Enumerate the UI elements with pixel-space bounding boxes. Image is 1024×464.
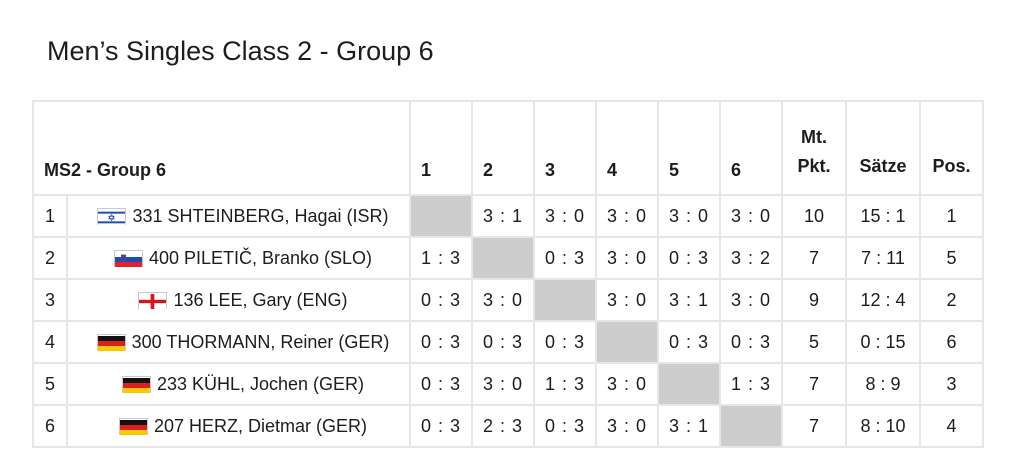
final-position: 4 [919,404,984,448]
match-result: 1 : 3 [533,362,597,406]
flag-ger-icon [96,333,126,351]
match-result: 0 : 3 [471,320,535,364]
self-match-cell [719,404,783,448]
player-cell: 400 PILETIČ, Branko (SLO) [66,236,411,280]
match-points: 7 [781,362,847,406]
group-label: MS2 - Group 6 [32,100,411,196]
row-number: 3 [32,278,68,322]
player-cell: 331 SHTEINBERG, Hagai (ISR) [66,194,411,238]
match-header-4: 4 [595,100,659,196]
match-result: 2 : 3 [471,404,535,448]
points-header-line1: Mt. [801,127,827,147]
match-result: 3 : 0 [595,404,659,448]
match-result: 0 : 3 [409,320,473,364]
player-cell: 300 THORMANN, Reiner (GER) [66,320,411,364]
position-header: Pos. [919,100,984,196]
self-match-cell [409,194,473,238]
match-result: 1 : 3 [719,362,783,406]
sets-score: 8 : 10 [845,404,921,448]
player-cell: 136 LEE, Gary (ENG) [66,278,411,322]
match-result: 3 : 0 [471,278,535,322]
match-result: 3 : 0 [595,194,659,238]
match-result: 0 : 3 [409,278,473,322]
sets-score: 12 : 4 [845,278,921,322]
self-match-cell [657,362,721,406]
points-header-line2: Pkt. [797,156,831,176]
match-header-6: 6 [719,100,783,196]
flag-slo-icon [113,249,143,267]
self-match-cell [533,278,597,322]
page-title: Men’s Singles Class 2 - Group 6 [47,36,434,66]
match-header-1: 1 [409,100,473,196]
sets-score: 7 : 11 [845,236,921,280]
match-result: 1 : 3 [409,236,473,280]
row-number: 5 [32,362,68,406]
flag-eng-icon [138,291,168,309]
sets-score: 0 : 15 [845,320,921,364]
final-position: 3 [919,362,984,406]
match-result: 3 : 0 [471,362,535,406]
match-result: 3 : 0 [533,194,597,238]
match-result: 0 : 3 [657,236,721,280]
sets-score: 15 : 1 [845,194,921,238]
match-result: 3 : 1 [471,194,535,238]
match-header-3: 3 [533,100,597,196]
match-result: 3 : 0 [657,194,721,238]
player-name: 207 HERZ, Dietmar (GER) [153,415,368,436]
player-name: 331 SHTEINBERG, Hagai (ISR) [132,205,389,226]
match-result: 3 : 0 [595,236,659,280]
match-result: 0 : 3 [657,320,721,364]
player-cell: 207 HERZ, Dietmar (GER) [66,404,411,448]
final-position: 5 [919,236,984,280]
flag-isr-icon [97,207,127,225]
row-number: 4 [32,320,68,364]
match-points: 7 [781,404,847,448]
sets-score: 8 : 9 [845,362,921,406]
match-result: 3 : 0 [719,194,783,238]
self-match-cell [595,320,659,364]
player-name: 300 THORMANN, Reiner (GER) [131,331,390,352]
flag-ger-icon [118,417,148,435]
final-position: 2 [919,278,984,322]
match-result: 3 : 1 [657,404,721,448]
row-number: 1 [32,194,68,238]
final-position: 6 [919,320,984,364]
group-results-table: MS2 - Group 6 1 2 3 4 5 6 Mt. Pkt. Sätze … [32,100,984,448]
sets-header: Sätze [845,100,921,196]
player-name: 233 KÜHL, Jochen (GER) [156,373,365,394]
final-position: 1 [919,194,984,238]
row-number: 2 [32,236,68,280]
match-result: 3 : 0 [595,362,659,406]
match-points: 9 [781,278,847,322]
row-number: 6 [32,404,68,448]
match-result: 3 : 1 [657,278,721,322]
match-header-2: 2 [471,100,535,196]
match-result: 3 : 0 [719,278,783,322]
flag-ger-icon [121,375,151,393]
match-points: 7 [781,236,847,280]
header-row: MS2 - Group 6 1 2 3 4 5 6 Mt. Pkt. Sätze … [32,100,984,196]
player-name: 400 PILETIČ, Branko (SLO) [148,247,373,268]
match-result: 0 : 3 [719,320,783,364]
match-result: 3 : 2 [719,236,783,280]
match-result: 3 : 0 [595,278,659,322]
match-points: 5 [781,320,847,364]
points-header: Mt. Pkt. [781,100,847,196]
player-name: 136 LEE, Gary (ENG) [173,289,348,310]
self-match-cell [471,236,535,280]
match-points: 10 [781,194,847,238]
match-header-5: 5 [657,100,721,196]
player-cell: 233 KÜHL, Jochen (GER) [66,362,411,406]
match-result: 0 : 3 [409,404,473,448]
match-result: 0 : 3 [533,236,597,280]
match-result: 0 : 3 [533,320,597,364]
match-result: 0 : 3 [533,404,597,448]
match-result: 0 : 3 [409,362,473,406]
